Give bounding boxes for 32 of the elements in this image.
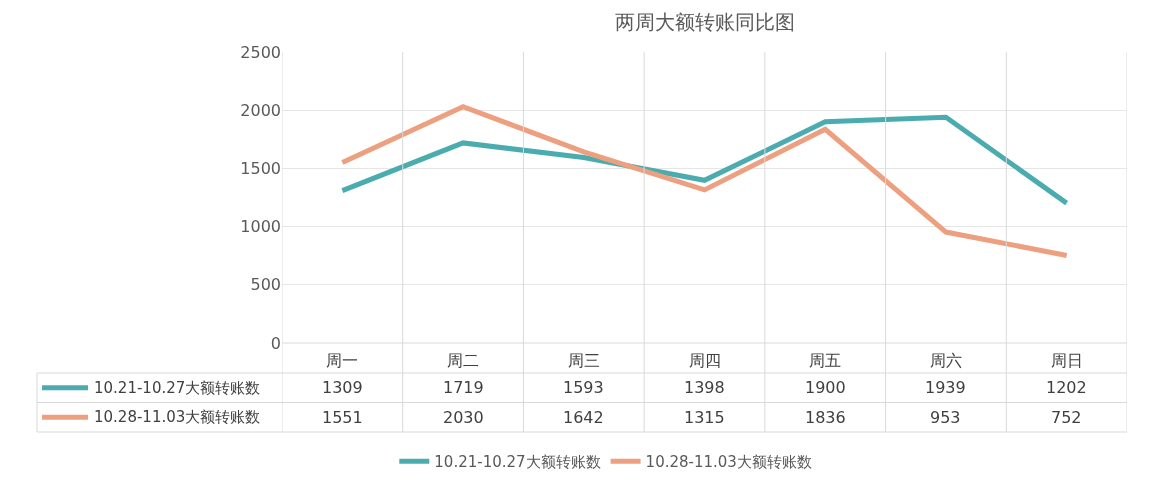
y-tick-label: 1500 [240, 159, 281, 178]
data-label: 1202 [1046, 378, 1087, 397]
data-label: 1642 [563, 408, 604, 427]
chart-title: 两周大额转账同比图 [614, 10, 795, 34]
y-tick-label: 2000 [240, 100, 281, 120]
data-label: 752 [1051, 408, 1082, 427]
data-label: 1309 [322, 378, 363, 397]
data-label: 953 [930, 408, 961, 427]
x-tick-label: 周三 [567, 351, 600, 370]
legend-label: 10.21-10.27大额转账数 [94, 379, 261, 397]
data-label: 1900 [805, 378, 846, 397]
data-label: 1551 [322, 408, 363, 427]
data-label: 2030 [443, 408, 484, 427]
data-label: 1836 [805, 408, 846, 427]
y-tick-label: 2500 [240, 42, 281, 62]
data-label: 1719 [443, 378, 484, 397]
legend-label: 10.28-11.03大额转账数 [94, 408, 261, 426]
x-tick-label: 周四 [688, 351, 721, 370]
data-label: 1398 [684, 378, 725, 397]
data-label: 1939 [925, 378, 966, 397]
text: 10.21-10.27大额转账数 [434, 453, 601, 472]
y-tick-label: 500 [250, 275, 281, 295]
x-tick-label: 周五 [809, 351, 842, 370]
x-tick-label: 周一 [326, 351, 359, 370]
y-tick-label: 0 [270, 333, 281, 353]
x-tick-label: 周六 [929, 351, 962, 370]
text: 10.28-11.03大额转账数 [645, 453, 812, 472]
x-tick-label: 周日 [1050, 351, 1083, 370]
data-label: 1593 [563, 378, 604, 397]
x-tick-label: 周二 [447, 351, 480, 370]
y-tick-label: 1000 [240, 217, 281, 237]
data-label: 1315 [684, 408, 725, 427]
